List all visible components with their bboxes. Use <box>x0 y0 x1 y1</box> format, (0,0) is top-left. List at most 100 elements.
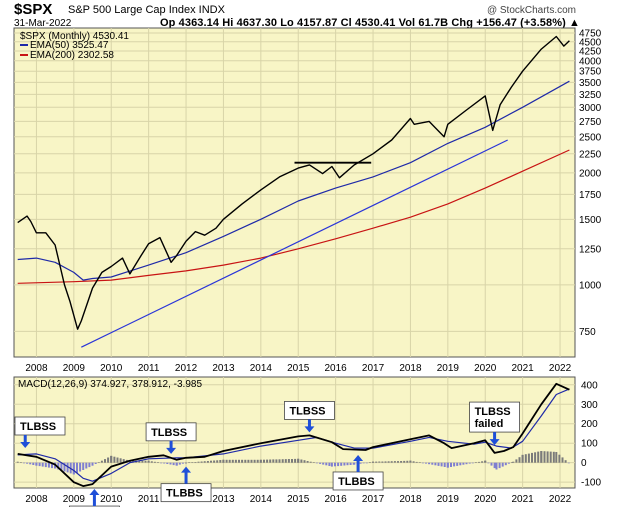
price-x-tick-label: 2021 <box>512 363 535 374</box>
macd-tick-label: -100 <box>581 478 601 489</box>
macd-histogram-bar <box>440 462 443 467</box>
macd-histogram-bar <box>19 462 22 463</box>
macd-line <box>17 382 570 488</box>
macd-x-tick-label: 2017 <box>362 494 385 505</box>
macd-histogram-bar <box>35 462 38 466</box>
macd-histogram-bar <box>88 462 91 468</box>
macd-histogram-bar <box>203 461 206 463</box>
macd-histogram-bar <box>85 462 88 469</box>
macd-histogram-bar <box>76 462 78 473</box>
macd-histogram-bar <box>72 462 75 475</box>
macd-histogram-bar <box>343 462 346 466</box>
macd-tick-label: 300 <box>581 400 598 411</box>
macd-histogram-bar <box>387 461 390 463</box>
macd-histogram-bar <box>534 452 537 463</box>
macd-histogram-bar <box>527 453 530 463</box>
price-x-tick-label: 2018 <box>399 363 422 374</box>
macd-histogram-bar <box>306 461 309 463</box>
macd-histogram-bar <box>334 462 336 467</box>
macd-x-tick-label: 2018 <box>399 494 422 505</box>
macd-histogram-bar <box>471 462 474 464</box>
macd-histogram-bar <box>540 451 543 463</box>
macd-histogram-bar <box>474 462 477 463</box>
macd-panel <box>13 376 576 489</box>
price-tick-label: 2000 <box>579 168 602 179</box>
callout-box <box>469 401 520 433</box>
macd-histogram-bar <box>228 459 231 463</box>
macd-histogram-bar <box>330 462 333 467</box>
macd-histogram-bar <box>38 462 41 467</box>
price-tick-label: 3750 <box>579 67 602 78</box>
chart-symbol: $SPX <box>14 1 53 18</box>
macd-histogram-bar <box>337 462 340 467</box>
macd-histogram-bar <box>250 459 253 463</box>
macd-histogram-bar <box>468 462 471 464</box>
macd-histogram-bar <box>328 462 331 466</box>
macd-histogram-bar <box>478 461 480 463</box>
macd-histogram-bar <box>443 462 446 467</box>
macd-histogram-bar <box>319 462 322 464</box>
price-x-tick-label: 2009 <box>63 363 86 374</box>
macd-histogram-bar <box>515 459 518 463</box>
macd-histogram-bar <box>511 462 513 463</box>
macd-histogram-bar <box>256 459 259 463</box>
callout-label: TLBSS <box>20 421 56 433</box>
callout-label: TLBBS <box>338 476 375 488</box>
price-x-tick-label: 2017 <box>362 363 385 374</box>
macd-histogram-bar <box>552 451 555 463</box>
macd-histogram-bar <box>484 460 487 463</box>
macd-histogram-bar <box>368 462 371 463</box>
price-x-tick-label: 2008 <box>25 363 48 374</box>
macd-histogram-bar <box>263 459 265 463</box>
macd-x-tick-label: 2014 <box>250 494 273 505</box>
macd-histogram-bar <box>384 461 387 463</box>
macd-histogram-bar <box>309 461 312 463</box>
macd-histogram-bar <box>375 461 378 463</box>
callout-arrow-head <box>181 466 192 473</box>
price-tick-label: 1750 <box>579 190 602 201</box>
chart-date: 31-Mar-2022 <box>14 18 72 29</box>
macd-tick-label: 400 <box>581 380 598 391</box>
macd-histogram-bar <box>222 459 225 463</box>
macd-histogram-bar <box>531 452 533 463</box>
macd-legend: MACD(12,26,9) 374.927, 378.912, -3.985 <box>18 379 202 390</box>
macd-histogram-bar <box>213 460 216 463</box>
price-x-tick-label: 2014 <box>250 363 273 374</box>
macd-histogram-bar <box>512 461 515 463</box>
chart-name: S&P 500 Large Cap Index INDX <box>68 4 225 16</box>
price-x-tick-label: 2013 <box>212 363 235 374</box>
macd-histogram-bar <box>47 462 50 468</box>
macd-histogram-bar <box>57 462 60 470</box>
legend-ema50: EMA(50) 3525.47 <box>30 40 109 51</box>
macd-histogram-bar <box>116 457 119 463</box>
ema50-line <box>17 80 570 281</box>
callout-arrow-head <box>304 426 315 433</box>
macd-histogram-bar <box>188 462 191 463</box>
macd-histogram-bar <box>418 462 421 463</box>
price-x-tick-label: 2019 <box>437 363 460 374</box>
macd-histogram-bar <box>381 461 384 463</box>
macd-histogram-bar <box>210 460 212 463</box>
macd-histogram-bar <box>359 462 362 464</box>
macd-histogram-bar <box>297 458 300 463</box>
price-x-tick-label: 2020 <box>474 363 497 374</box>
macd-histogram-bar <box>325 462 328 466</box>
ohlc-readout: Op 4363.14 Hi 4637.30 Lo 4157.87 Cl 4530… <box>160 17 581 29</box>
price-tick-label: 3000 <box>579 103 602 114</box>
price-line <box>17 35 570 330</box>
macd-histogram-bar <box>501 462 504 467</box>
macd-histogram-bar <box>397 461 399 463</box>
macd-histogram-bar <box>138 460 141 463</box>
macd-histogram-bar <box>561 457 564 463</box>
price-tick-label: 3500 <box>579 78 602 89</box>
macd-histogram-bar <box>234 459 237 463</box>
macd-x-tick-label: 2013 <box>212 494 235 505</box>
macd-histogram-bar <box>104 459 106 463</box>
macd-histogram-bar <box>322 462 325 465</box>
macd-histogram-bar <box>241 459 244 463</box>
callout-arrow-head <box>489 439 500 446</box>
macd-histogram-bar <box>567 462 570 464</box>
macd-histogram-bar <box>238 459 240 463</box>
macd-histogram-bar <box>275 459 278 463</box>
price-tick-label: 4500 <box>579 37 602 48</box>
